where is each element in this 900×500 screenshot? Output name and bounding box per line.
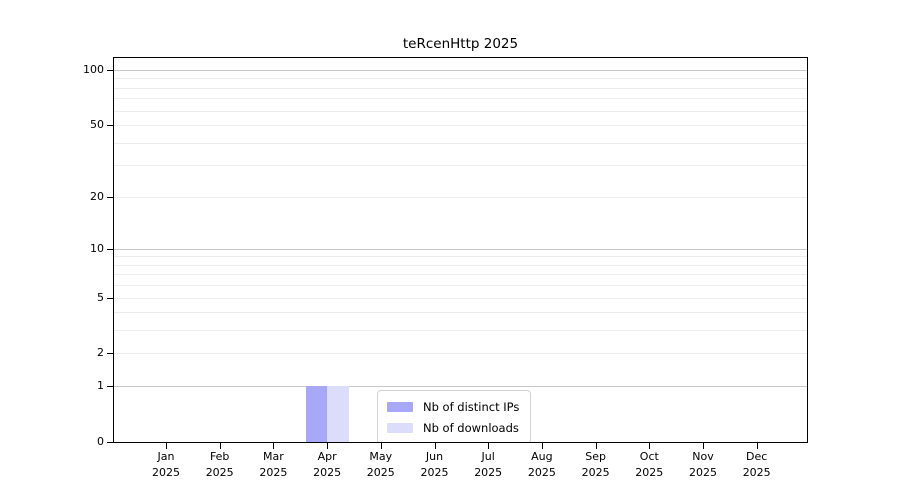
chart-title: teRcenHttp 2025	[402, 36, 519, 52]
x-axis-tick-label: May 2025	[366, 450, 395, 479]
major-gridline	[114, 248, 807, 250]
minor-gridline	[114, 256, 807, 258]
legend-entry-distinct-ips: Nb of distinct IPs	[387, 396, 519, 417]
minor-gridline	[114, 87, 807, 89]
legend: Nb of distinct IPs Nb of downloads	[377, 390, 532, 442]
minor-gridline	[114, 165, 807, 167]
legend-swatch-downloads	[387, 422, 413, 433]
minor-gridline	[114, 98, 807, 100]
x-axis-tick-label: Sep 2025	[581, 450, 610, 479]
x-axis-tick-label: Aug 2025	[527, 450, 556, 479]
x-axis-tick	[649, 443, 651, 449]
x-axis-tick	[273, 443, 275, 449]
y-axis-tick	[107, 248, 113, 250]
y-axis-tick	[107, 297, 113, 299]
x-axis-tick-label: Dec 2025	[742, 450, 771, 479]
y-axis-tick-label: 2	[97, 346, 104, 360]
y-axis-tick-label: 5	[97, 290, 104, 304]
y-axis-tick	[107, 196, 113, 198]
y-axis-tick	[107, 442, 113, 443]
y-axis-tick-label: 10	[90, 241, 104, 255]
legend-entry-downloads: Nb of downloads	[387, 417, 519, 438]
x-axis-tick-label: Oct 2025	[635, 450, 664, 479]
x-axis-tick-label: Jun 2025	[420, 450, 449, 479]
bar-nb-of-downloads	[327, 386, 349, 442]
x-axis-tick-label: Nov 2025	[689, 450, 717, 479]
minor-gridline	[114, 110, 807, 112]
x-axis-tick	[541, 443, 543, 449]
x-axis-tick-label: Apr 2025	[313, 450, 342, 479]
y-axis-tick-label: 0	[97, 435, 104, 448]
major-gridline	[114, 386, 807, 388]
legend-label-distinct-ips: Nb of distinct IPs	[423, 399, 520, 414]
x-axis-tick-label: Feb 2025	[205, 450, 234, 479]
x-axis-tick-label: Jul 2025	[474, 450, 503, 479]
minor-gridline	[114, 125, 807, 127]
legend-label-downloads: Nb of downloads	[423, 420, 519, 435]
minor-gridline	[114, 196, 807, 198]
minor-gridline	[114, 78, 807, 80]
minor-gridline	[114, 285, 807, 287]
minor-gridline	[114, 297, 807, 299]
minor-gridline	[114, 330, 807, 332]
major-gridline	[114, 70, 807, 71]
x-axis-tick	[756, 443, 758, 449]
x-axis-tick	[434, 443, 436, 449]
minor-gridline	[114, 353, 807, 355]
minor-gridline	[114, 142, 807, 144]
x-axis-tick	[219, 443, 221, 449]
plot-area: Nb of distinct IPs Nb of downloads	[113, 57, 808, 443]
y-axis-tick-label: 50	[90, 118, 104, 132]
minor-gridline	[114, 312, 807, 314]
x-axis-tick	[488, 443, 490, 449]
legend-swatch-distinct-ips	[387, 401, 413, 412]
x-axis-tick-label: Mar 2025	[259, 450, 288, 479]
x-axis-tick	[327, 443, 329, 449]
y-axis-tick	[107, 70, 113, 71]
y-axis-tick	[107, 353, 113, 355]
y-axis-tick-label: 100	[83, 63, 104, 76]
x-axis-tick	[703, 443, 704, 449]
minor-gridline	[114, 264, 807, 266]
minor-gridline	[114, 274, 807, 276]
x-axis-tick	[595, 443, 597, 449]
x-axis-tick-label: Jan 2025	[152, 450, 180, 479]
y-axis-tick	[107, 125, 113, 127]
y-axis-tick-label: 1	[97, 379, 104, 393]
y-axis-tick	[107, 386, 113, 388]
x-axis-tick	[380, 443, 382, 449]
y-axis-tick-label: 20	[90, 189, 104, 203]
bar-nb-of-distinct-ips	[305, 386, 328, 442]
x-axis-tick	[166, 443, 167, 449]
